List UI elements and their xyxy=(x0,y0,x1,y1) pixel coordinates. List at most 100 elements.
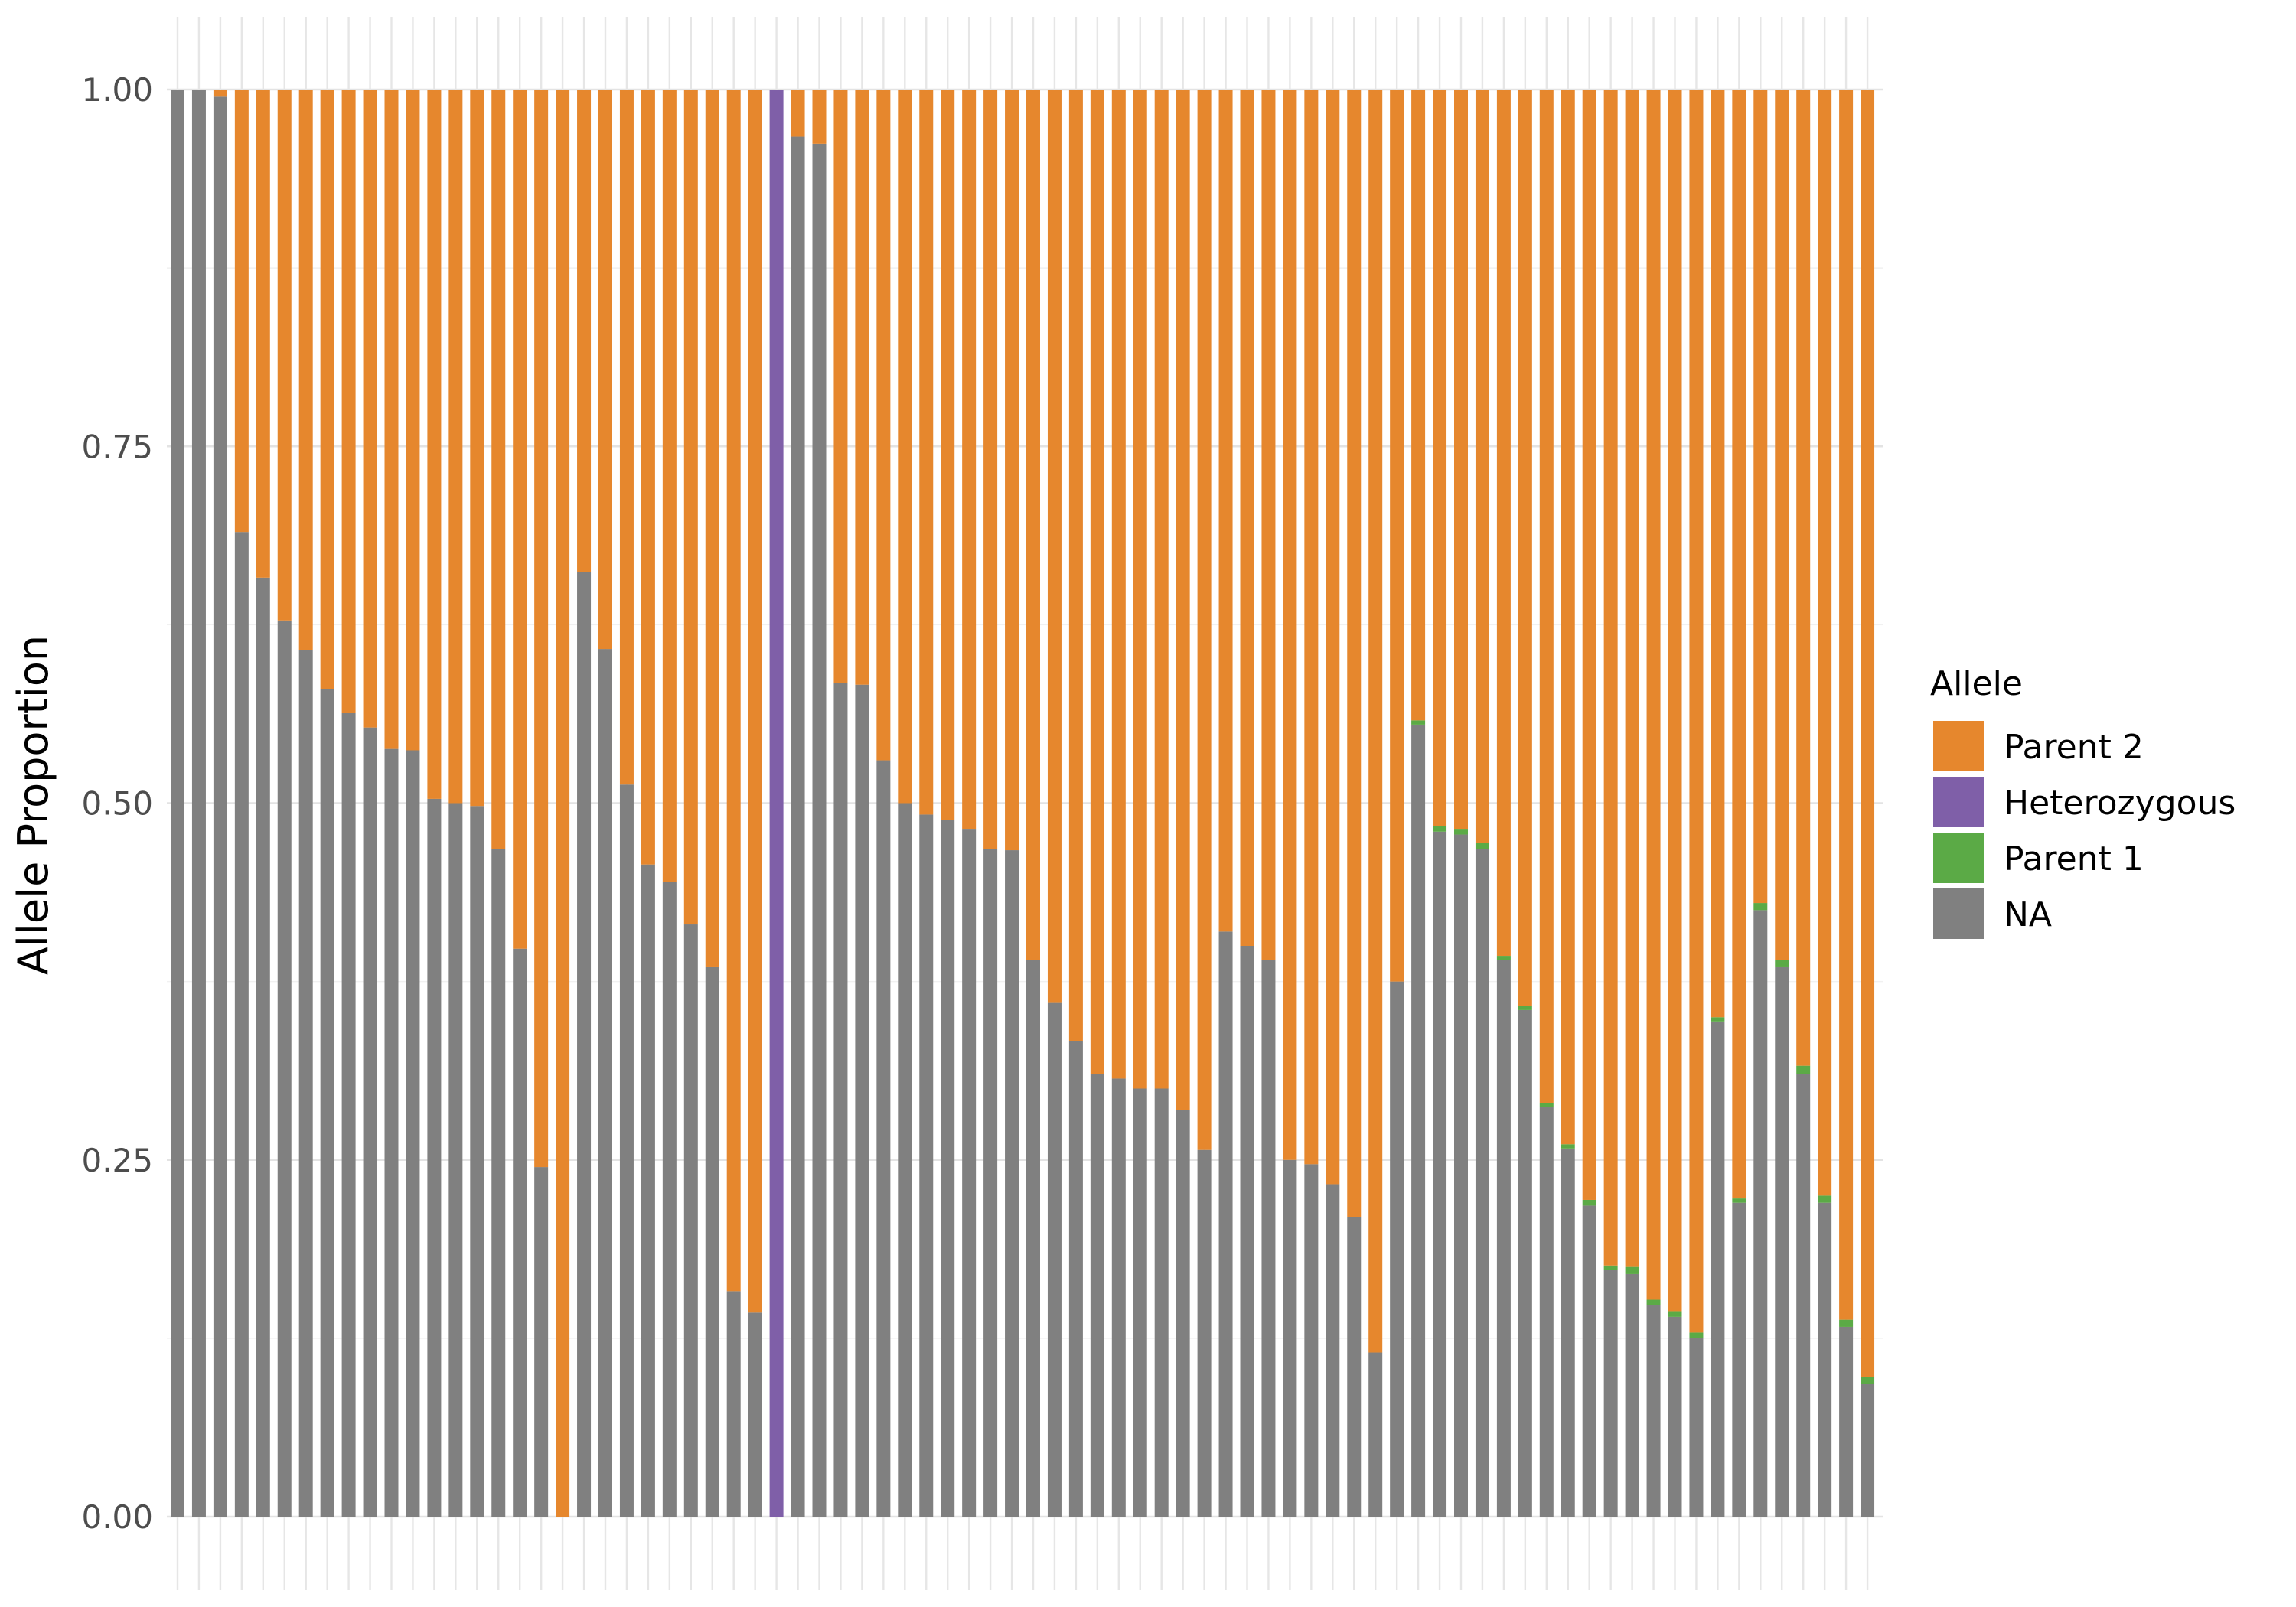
bar-segment-parent-2 xyxy=(641,90,655,865)
bar-segment-na xyxy=(855,684,869,1517)
bar-segment-parent-2 xyxy=(919,90,934,815)
bar-segment-parent-2 xyxy=(1711,90,1725,1018)
bar-segment-na xyxy=(1240,946,1254,1517)
bar-segment-parent-2 xyxy=(662,90,677,882)
y-axis-title: Allele Proportion xyxy=(9,635,57,975)
bar-segment-parent-1 xyxy=(1603,1265,1618,1270)
bar-segment-na xyxy=(1390,981,1404,1517)
bar-segment-parent-2 xyxy=(1411,90,1426,721)
bar-segment-na xyxy=(534,1167,549,1517)
bar-segment-parent-2 xyxy=(320,90,334,689)
bar-segment-na xyxy=(448,803,463,1517)
bar-segment-parent-2 xyxy=(812,90,827,144)
bar-segment-parent-2 xyxy=(683,90,698,925)
bar-segment-parent-2 xyxy=(1689,90,1704,1333)
bar-segment-na xyxy=(513,948,527,1517)
bar-segment-parent-2 xyxy=(598,90,612,650)
bar-segment-parent-2 xyxy=(1154,90,1169,1089)
bar-segment-parent-1 xyxy=(1796,1065,1811,1074)
bar-segment-na xyxy=(1796,1074,1811,1517)
bar-segment-na xyxy=(1197,1149,1212,1517)
bar-segment-na xyxy=(919,814,934,1517)
bar-segment-parent-2 xyxy=(427,90,442,799)
bar-segment-parent-2 xyxy=(791,90,805,137)
bar-segment-na xyxy=(1732,1202,1746,1517)
bar-segment-parent-2 xyxy=(1796,90,1811,1066)
bar-segment-parent-2 xyxy=(1646,90,1661,1300)
legend-title: Allele xyxy=(1930,664,2023,703)
bar-segment-parent-2 xyxy=(470,90,484,807)
bar-segment-na xyxy=(577,572,592,1517)
bar-segment-parent-1 xyxy=(1646,1299,1661,1305)
bar-segment-parent-2 xyxy=(384,90,399,749)
bar-segment-parent-2 xyxy=(1496,90,1511,957)
bar-segment-na xyxy=(1154,1088,1169,1517)
bar-segment-parent-1 xyxy=(1411,720,1426,725)
bar-segment-na xyxy=(427,798,442,1517)
bar-segment-na xyxy=(1005,850,1019,1517)
bar-segment-na xyxy=(320,689,334,1517)
y-tick-label: 0.75 xyxy=(81,428,153,465)
bar-segment-parent-2 xyxy=(1518,90,1532,1006)
bar-segment-parent-2 xyxy=(1475,90,1489,843)
bar-segment-na xyxy=(1368,1352,1383,1517)
bar-segment-parent-1 xyxy=(1732,1198,1746,1203)
bar-segment-na xyxy=(1026,960,1040,1517)
bar-segment-na xyxy=(384,748,399,1517)
bar-segment-na xyxy=(1176,1110,1190,1517)
legend-key-heterozygous xyxy=(1933,777,1984,827)
bar-segment-parent-2 xyxy=(1732,90,1746,1199)
bar-segment-parent-2 xyxy=(277,90,292,621)
bar-segment-parent-1 xyxy=(1861,1377,1875,1384)
bar-segment-parent-2 xyxy=(1197,90,1212,1150)
bar-segment-parent-2 xyxy=(855,90,869,685)
bar-segment-na xyxy=(876,760,891,1517)
bar-segment-parent-2 xyxy=(1068,90,1083,1041)
bar-segment-na xyxy=(1861,1384,1875,1517)
bar-segment-parent-2 xyxy=(1561,90,1575,1145)
bar-segment-parent-2 xyxy=(513,90,527,949)
bar-segment-parent-2 xyxy=(1582,90,1596,1200)
bar-segment-parent-2 xyxy=(1368,90,1383,1353)
bar-segment-parent-2 xyxy=(1539,90,1554,1103)
bar-segment-parent-2 xyxy=(298,90,313,650)
bar-segment-parent-2 xyxy=(213,90,227,97)
y-tick-label: 1.00 xyxy=(81,71,153,109)
y-tick-label: 0.50 xyxy=(81,785,153,823)
bar-segment-parent-1 xyxy=(1539,1103,1554,1107)
bar-segment-na xyxy=(1753,910,1768,1517)
bar-segment-na xyxy=(1689,1338,1704,1517)
bar-segment-parent-2 xyxy=(619,90,634,785)
bar-segment-parent-2 xyxy=(1304,90,1319,1165)
bar-segment-na xyxy=(1496,960,1511,1517)
bar-segment-parent-2 xyxy=(577,90,592,572)
bar-segment-parent-2 xyxy=(256,90,270,578)
bar-segment-parent-2 xyxy=(1603,90,1618,1266)
bar-segment-na xyxy=(1711,1021,1725,1517)
bar-segment-parent-2 xyxy=(1753,90,1768,904)
bar-segment-na xyxy=(812,143,827,1517)
bar-segment-parent-1 xyxy=(1496,956,1511,960)
bar-segment-na xyxy=(1539,1107,1554,1517)
bar-segment-na xyxy=(298,650,313,1517)
bar-segment-parent-1 xyxy=(1433,826,1447,832)
legend-key-na xyxy=(1933,888,1984,939)
bar-segment-na xyxy=(234,532,249,1517)
legend: Allele Parent 2 Heterozygous Parent 1 NA xyxy=(1930,664,2236,939)
bar-segment-parent-1 xyxy=(1839,1319,1854,1327)
bar-segment-parent-2 xyxy=(534,90,549,1168)
bar-segment-na xyxy=(598,649,612,1517)
bar-segment-parent-1 xyxy=(1668,1311,1682,1317)
bar-segment-parent-2 xyxy=(1090,90,1104,1074)
legend-key-parent-2 xyxy=(1933,721,1984,771)
bar-segment-parent-2 xyxy=(1133,90,1147,1089)
legend-label-parent-1: Parent 1 xyxy=(2004,839,2144,878)
bar-segment-na xyxy=(791,136,805,1517)
bar-segment-na xyxy=(1668,1316,1682,1517)
bar-segment-parent-2 xyxy=(491,90,506,849)
bar-segment-na xyxy=(171,90,184,1517)
bar-segment-na xyxy=(1304,1164,1319,1517)
bar-segment-na xyxy=(1068,1041,1083,1517)
y-axis-ticks: 0.00 0.25 0.50 0.75 1.00 xyxy=(81,71,153,1536)
bar-segment-parent-2 xyxy=(983,90,998,849)
